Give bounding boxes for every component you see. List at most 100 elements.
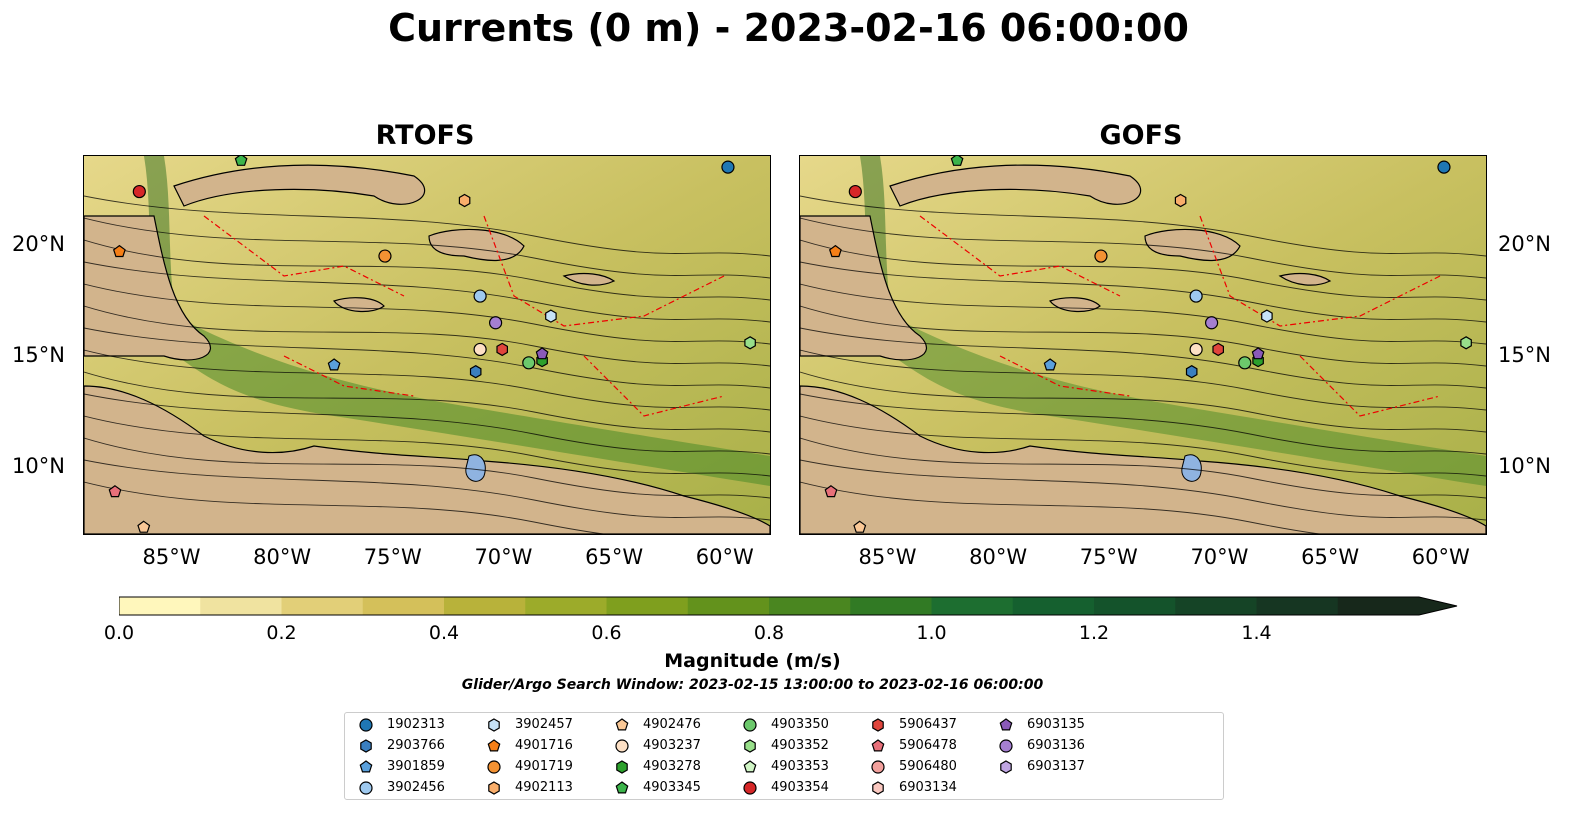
legend-marker-circle (871, 760, 885, 774)
float-marker-4903345 (950, 156, 964, 166)
legend-marker-pentagon (359, 760, 373, 773)
streamline (800, 437, 1486, 499)
landmass (428, 228, 525, 262)
colorbar-segment (200, 597, 282, 615)
float-marker-4901719 (1094, 249, 1108, 263)
streamline (800, 195, 1486, 257)
float-marker-4903354 (848, 184, 862, 199)
streamline (84, 239, 770, 301)
streamline (800, 349, 1486, 411)
legend-marker-pentagon (487, 739, 501, 752)
legend-label: 5906480 (899, 759, 957, 774)
legend-marker-pentagon (615, 781, 629, 794)
streamline (84, 305, 770, 367)
streamline (84, 437, 770, 499)
float-marker-5906478 (824, 485, 838, 498)
streamline (800, 371, 1486, 433)
colorbar-tick-label: 1.4 (1241, 622, 1272, 644)
eez-boundary (919, 215, 1121, 297)
legend-marker-circle (743, 718, 757, 732)
float-marker-4903237 (1189, 342, 1203, 357)
colorbar-segment (1256, 597, 1339, 615)
legend-marker-hexagon (360, 739, 372, 753)
eez-boundary (283, 355, 415, 397)
legend-label: 4902476 (643, 717, 701, 732)
legend-label: 3902456 (387, 780, 445, 795)
float-marker-4903352 (744, 336, 756, 350)
colorbar-outline (118, 596, 1458, 616)
float-marker-4903345 (234, 156, 248, 166)
legend-label: 4903237 (643, 738, 701, 753)
lon-tick-label: 70°W (474, 545, 533, 569)
float-marker-3902456 (473, 289, 487, 303)
lat-tick-label-right: 15°N (1498, 343, 1551, 368)
float-marker-4901716 (112, 244, 126, 258)
legend-label: 5906478 (899, 738, 957, 753)
legend-label: 4903354 (771, 780, 829, 795)
colorbar-segment (1012, 597, 1095, 615)
legend-marker-circle (999, 739, 1013, 753)
streamline (84, 217, 770, 279)
float-marker-4901716 (828, 244, 842, 258)
float-marker-3902456 (1189, 289, 1203, 303)
float-marker-1902313 (1437, 160, 1451, 174)
current-band (830, 286, 1486, 486)
colorbar-tick-label: 1.2 (1078, 622, 1110, 644)
colorbar-segment (931, 597, 1014, 615)
colorbar-segment (525, 597, 607, 615)
colorbar-segment (687, 597, 770, 615)
streamline (800, 327, 1486, 389)
colorbar-tick-label: 0.4 (428, 622, 460, 644)
legend-marker-hexagon (488, 718, 500, 732)
streamline (84, 283, 770, 345)
legend-label: 4903345 (643, 780, 701, 795)
lon-tick-label: 85°W (858, 545, 917, 569)
eez-boundary (999, 355, 1131, 397)
lon-tick-label: 75°W (1079, 545, 1138, 569)
legend-marker-pentagon (615, 718, 629, 731)
eez-boundary (483, 215, 725, 327)
colorbar-segment (1175, 597, 1257, 615)
float-marker-4903350 (1238, 356, 1252, 370)
legend-marker-hexagon (872, 718, 884, 732)
legend-label: 6903137 (1027, 759, 1085, 774)
streamline (800, 305, 1486, 367)
lat-tick-label-left: 20°N (12, 231, 65, 256)
streamline (84, 349, 770, 411)
streamline (84, 371, 770, 433)
float-legend: 1902313 2903766 3901859 3902456 3902457 49017… (344, 712, 1224, 800)
eez-boundary (1299, 355, 1441, 417)
legend-marker-hexagon (872, 781, 884, 795)
legend-label: 4903353 (771, 759, 829, 774)
streamline (84, 327, 770, 389)
legend-label: 4903352 (771, 738, 829, 753)
colorbar-segment (850, 597, 932, 615)
colorbar-tick-label: 0.6 (591, 622, 622, 644)
lon-tick-label: 65°W (1301, 545, 1360, 569)
lat-tick-label-left: 15°N (12, 343, 65, 368)
legend-marker-circle (359, 718, 373, 732)
streamline (800, 393, 1486, 455)
float-marker-5906437 (496, 342, 508, 357)
legend-marker-hexagon (1000, 760, 1012, 774)
panel-title-gofs: GOFS (1099, 120, 1183, 151)
float-marker-4903237 (473, 342, 487, 357)
streamline (800, 459, 1486, 521)
eez-boundary (203, 215, 405, 297)
streamline (84, 481, 607, 534)
lake-maracaibo (465, 454, 486, 482)
map-gofs (799, 155, 1487, 535)
lake-maracaibo (1181, 454, 1202, 482)
legend-label: 4903350 (771, 717, 829, 732)
panel-title-rtofs: RTOFS (375, 120, 475, 151)
lon-tick-label: 70°W (1190, 545, 1249, 569)
float-marker-4902476 (853, 520, 867, 533)
legend-label: 6903135 (1027, 717, 1085, 732)
legend-marker-hexagon (488, 781, 500, 795)
float-marker-5906478 (108, 485, 122, 498)
float-marker-2903766 (469, 365, 482, 379)
legend-marker-circle (487, 760, 501, 774)
float-marker-4902476 (137, 520, 151, 533)
legend-label: 5906437 (899, 717, 957, 732)
legend-marker-hexagon (744, 739, 756, 753)
